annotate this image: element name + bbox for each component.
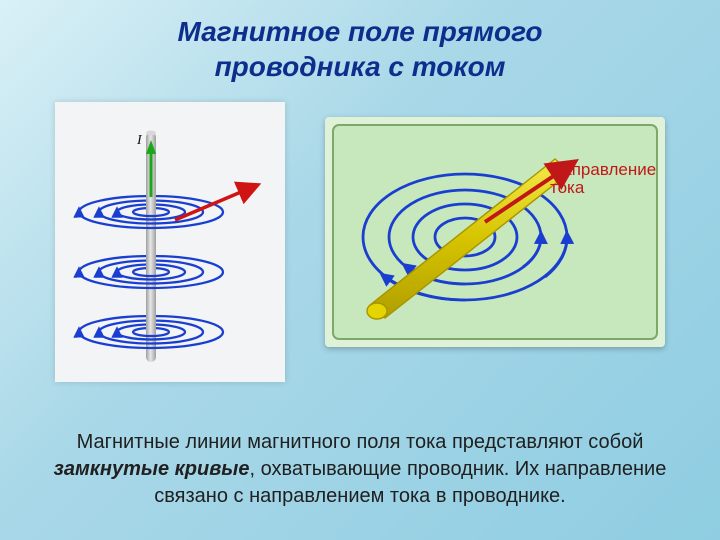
left-diagram-svg: I <box>55 102 285 382</box>
figures-row: I <box>0 102 720 382</box>
slide-title: Магнитное поле прямого проводника с токо… <box>0 0 720 84</box>
figure-right: Направление тока <box>325 117 665 347</box>
current-label: I <box>136 133 143 148</box>
caption-text: Магнитные линии магнитного поля тока пре… <box>0 429 720 510</box>
right-diagram-svg <box>325 117 665 347</box>
figure-left: I <box>55 102 285 382</box>
field-direction-arrow-icon <box>175 192 241 220</box>
title-line-2: проводника с током <box>215 51 506 82</box>
title-line-1: Магнитное поле прямого <box>178 16 543 47</box>
current-direction-label: Направление тока <box>550 161 656 197</box>
